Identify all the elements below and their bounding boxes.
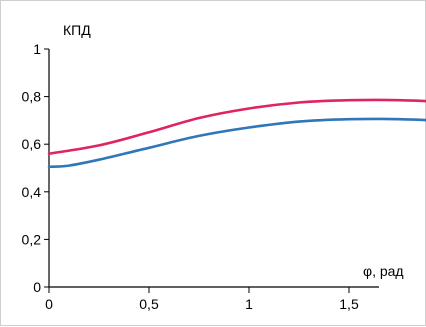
y-tick-label: 0,2 xyxy=(22,231,42,247)
series-lines xyxy=(47,98,426,169)
x-axis-label: φ, рад xyxy=(363,263,404,279)
y-tick-label: 1 xyxy=(33,41,41,57)
x-tick-label: 1,5 xyxy=(339,296,359,312)
x-tick-label: 1 xyxy=(245,296,253,312)
series-line-upper xyxy=(47,98,426,155)
y-tick-label: 0,4 xyxy=(22,184,42,200)
x-tick-label: 0,5 xyxy=(139,296,159,312)
ticks: 00,511,522,5300,20,40,60,81 xyxy=(22,41,359,312)
axes xyxy=(48,49,379,288)
series-line-lower xyxy=(47,117,426,169)
y-tick-label: 0,8 xyxy=(22,89,42,105)
x-tick-label: 0 xyxy=(45,296,53,312)
y-tick-label: 0 xyxy=(33,279,41,295)
y-tick-label: 0,6 xyxy=(22,136,42,152)
y-axis-label: КПД xyxy=(63,22,91,38)
